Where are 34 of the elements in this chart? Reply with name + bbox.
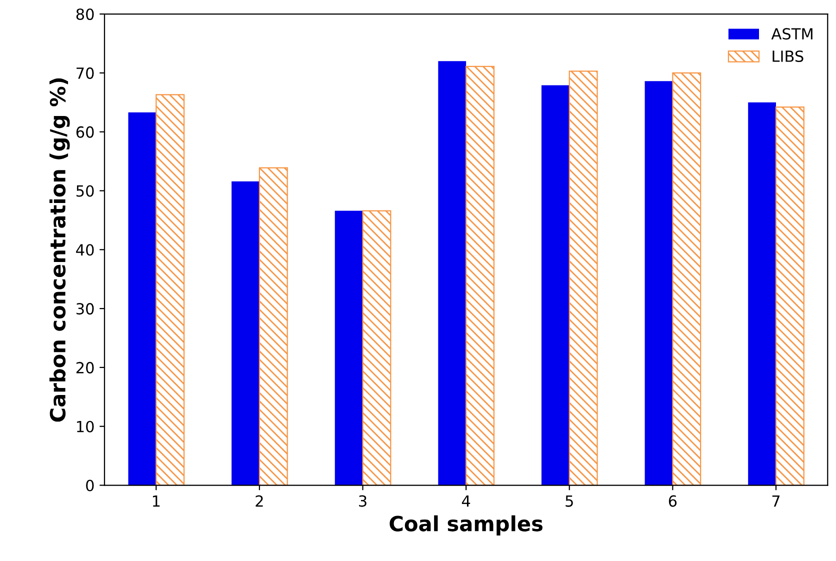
y-tick-label: 30 <box>76 303 94 315</box>
y-axis-title: Carbon concentration (g/g %) <box>49 78 70 422</box>
y-tick-label: 60 <box>76 126 94 138</box>
bar <box>362 210 392 486</box>
x-tick-label: 4 <box>462 495 470 507</box>
y-tick-label: 70 <box>76 67 94 79</box>
legend-label: ASTM <box>771 28 812 40</box>
bar <box>775 106 804 486</box>
bar <box>438 61 466 486</box>
y-tick-label: 40 <box>76 244 94 256</box>
x-tick-label: 1 <box>152 495 160 507</box>
bar <box>232 181 260 486</box>
y-tick-label: 20 <box>76 362 94 374</box>
y-tick-label: 10 <box>77 420 94 432</box>
y-tick-label: 50 <box>76 185 94 197</box>
bar <box>644 81 673 486</box>
bar <box>568 70 598 486</box>
bar <box>128 112 156 486</box>
bar <box>156 94 185 486</box>
x-tick-label: 7 <box>772 495 780 507</box>
legend-label: LIBS <box>772 50 804 62</box>
x-tick-label: 6 <box>668 495 677 507</box>
x-tick-label: 5 <box>566 495 573 507</box>
bar <box>748 102 776 486</box>
y-tick-label: 80 <box>76 8 94 20</box>
bar <box>466 66 495 486</box>
bar <box>672 72 702 486</box>
bar <box>258 167 288 486</box>
x-tick-label: 3 <box>359 495 366 507</box>
y-tick-label: 0 <box>86 480 94 492</box>
x-tick-label: 2 <box>256 495 263 507</box>
bar <box>334 210 363 486</box>
bar <box>541 85 570 486</box>
x-axis-title: Coal samples <box>390 515 542 536</box>
